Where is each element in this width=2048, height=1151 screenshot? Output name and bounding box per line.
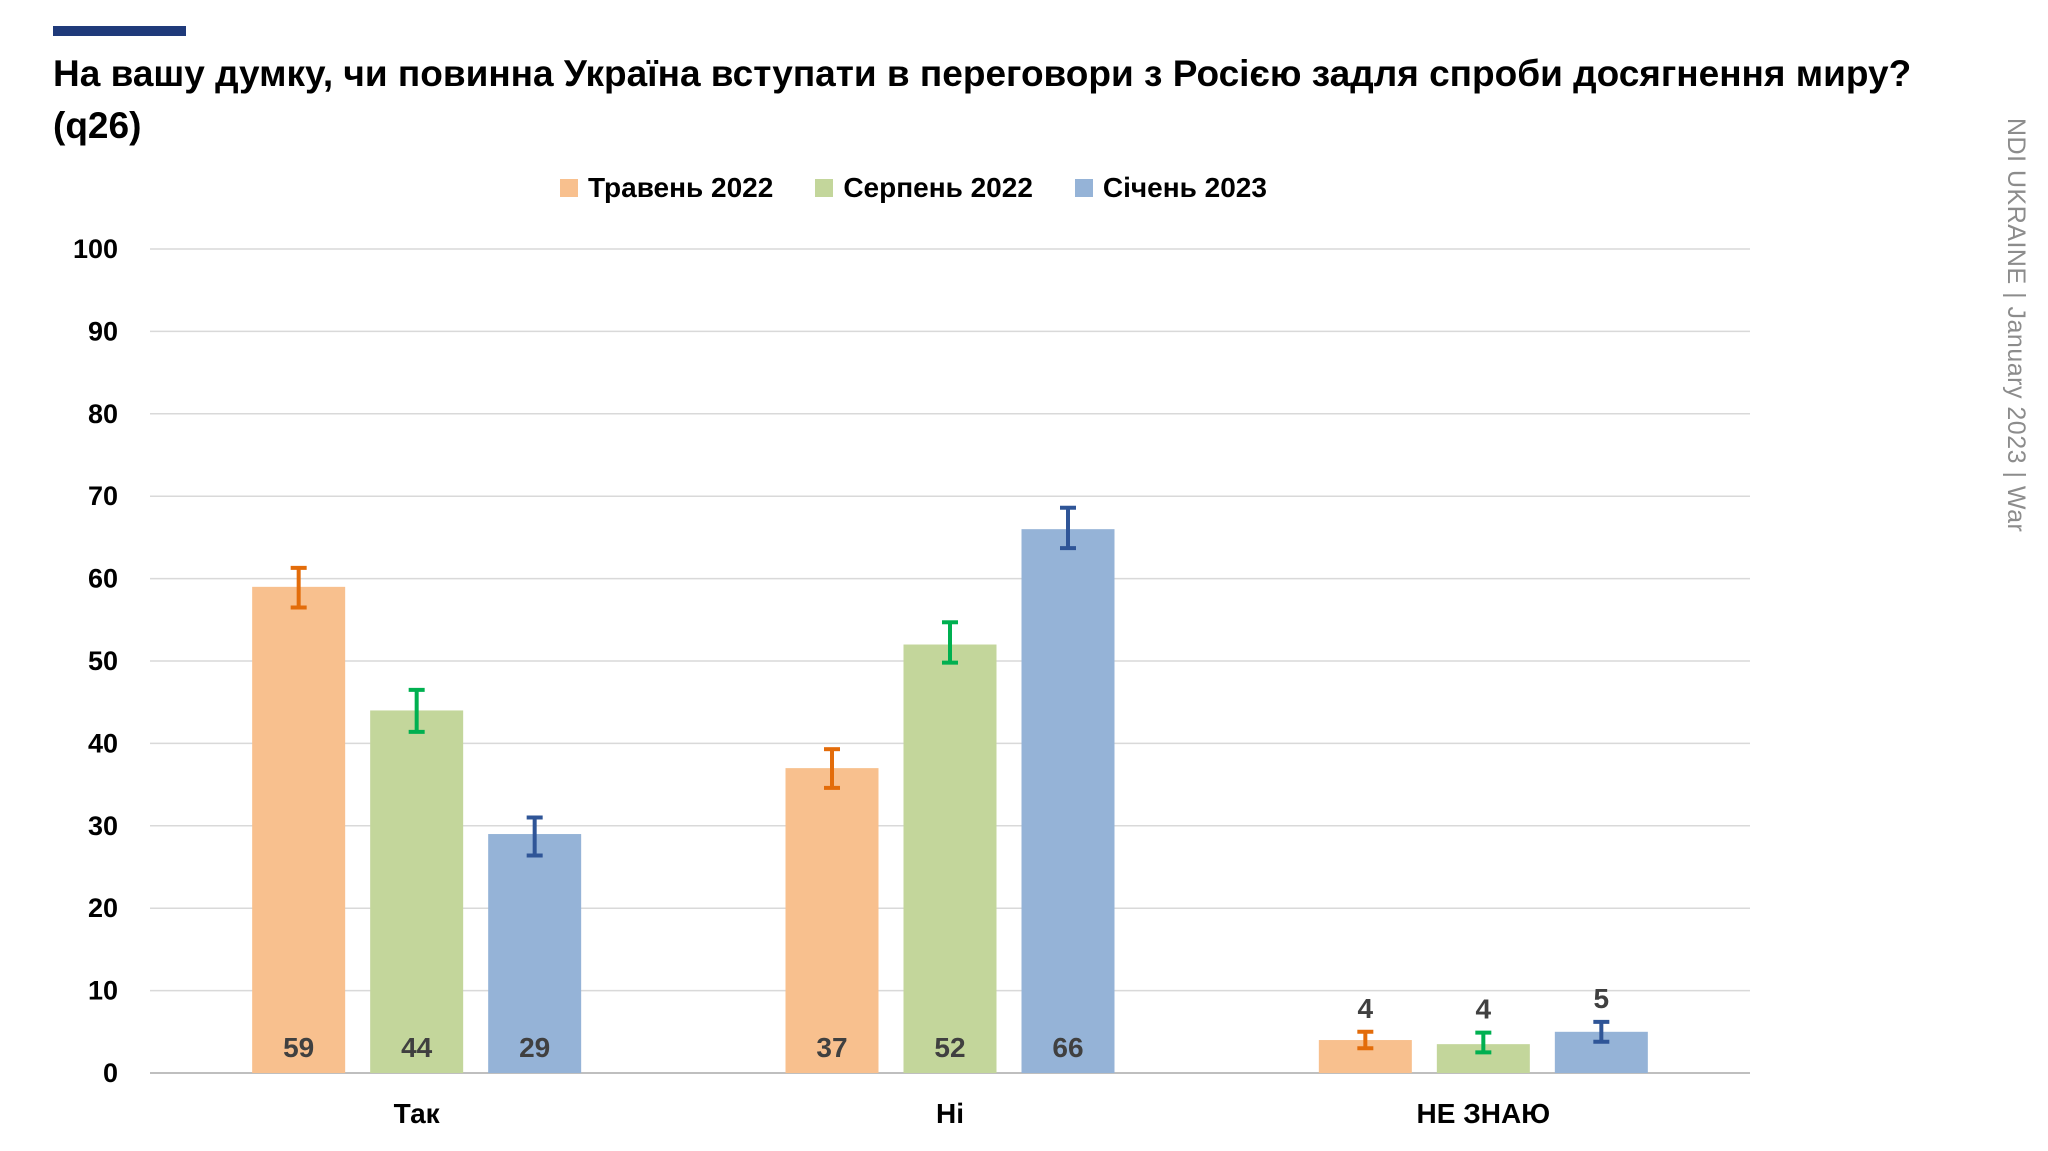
bar — [370, 710, 464, 1073]
data-label: 52 — [934, 1032, 965, 1063]
chart-legend: Травень 2022 Серпень 2022 Січень 2023 — [560, 172, 1267, 204]
legend-swatch-may-2022 — [560, 179, 578, 197]
data-label: 5 — [1594, 983, 1610, 1014]
data-label: 37 — [816, 1032, 847, 1063]
y-tick-label: 0 — [103, 1058, 118, 1088]
y-tick-label: 60 — [88, 564, 118, 594]
data-label: 44 — [401, 1032, 433, 1063]
y-tick-label: 50 — [88, 646, 118, 676]
legend-label-jan-2023: Січень 2023 — [1102, 172, 1267, 203]
category-label: Ні — [936, 1098, 964, 1129]
y-tick-label: 100 — [73, 234, 118, 264]
title-accent-bar — [53, 26, 186, 36]
legend-swatch-jan-2023 — [1074, 179, 1093, 197]
bar — [252, 586, 346, 1073]
legend-item-aug-2022: Серпень 2022 — [815, 172, 1033, 204]
chart-title: На вашу думку, чи повинна Україна вступа… — [53, 53, 1912, 146]
bar — [488, 834, 582, 1073]
data-label: 29 — [519, 1032, 550, 1063]
legend-item-jan-2023: Січень 2023 — [1074, 172, 1267, 204]
y-tick-label: 20 — [88, 893, 118, 923]
y-tick-label: 70 — [88, 481, 118, 511]
y-tick-label: 30 — [88, 811, 118, 841]
legend-label-aug-2022: Серпень 2022 — [843, 172, 1033, 203]
bar — [785, 768, 879, 1073]
legend-swatch-aug-2022 — [815, 179, 834, 197]
bar — [903, 644, 997, 1073]
y-tick-label: 90 — [88, 316, 118, 346]
data-label: 66 — [1052, 1032, 1083, 1063]
data-label: 4 — [1358, 993, 1374, 1024]
category-label: НЕ ЗНАЮ — [1417, 1098, 1551, 1129]
data-label: 4 — [1476, 994, 1492, 1025]
category-label: Так — [394, 1098, 441, 1129]
y-tick-label: 40 — [88, 728, 118, 758]
y-tick-label: 80 — [88, 399, 118, 429]
y-tick-label: 10 — [88, 976, 118, 1006]
legend-item-may-2022: Травень 2022 — [560, 172, 773, 204]
legend-label-may-2022: Травень 2022 — [588, 172, 774, 203]
bar — [1021, 529, 1115, 1073]
data-label: 59 — [283, 1032, 314, 1063]
